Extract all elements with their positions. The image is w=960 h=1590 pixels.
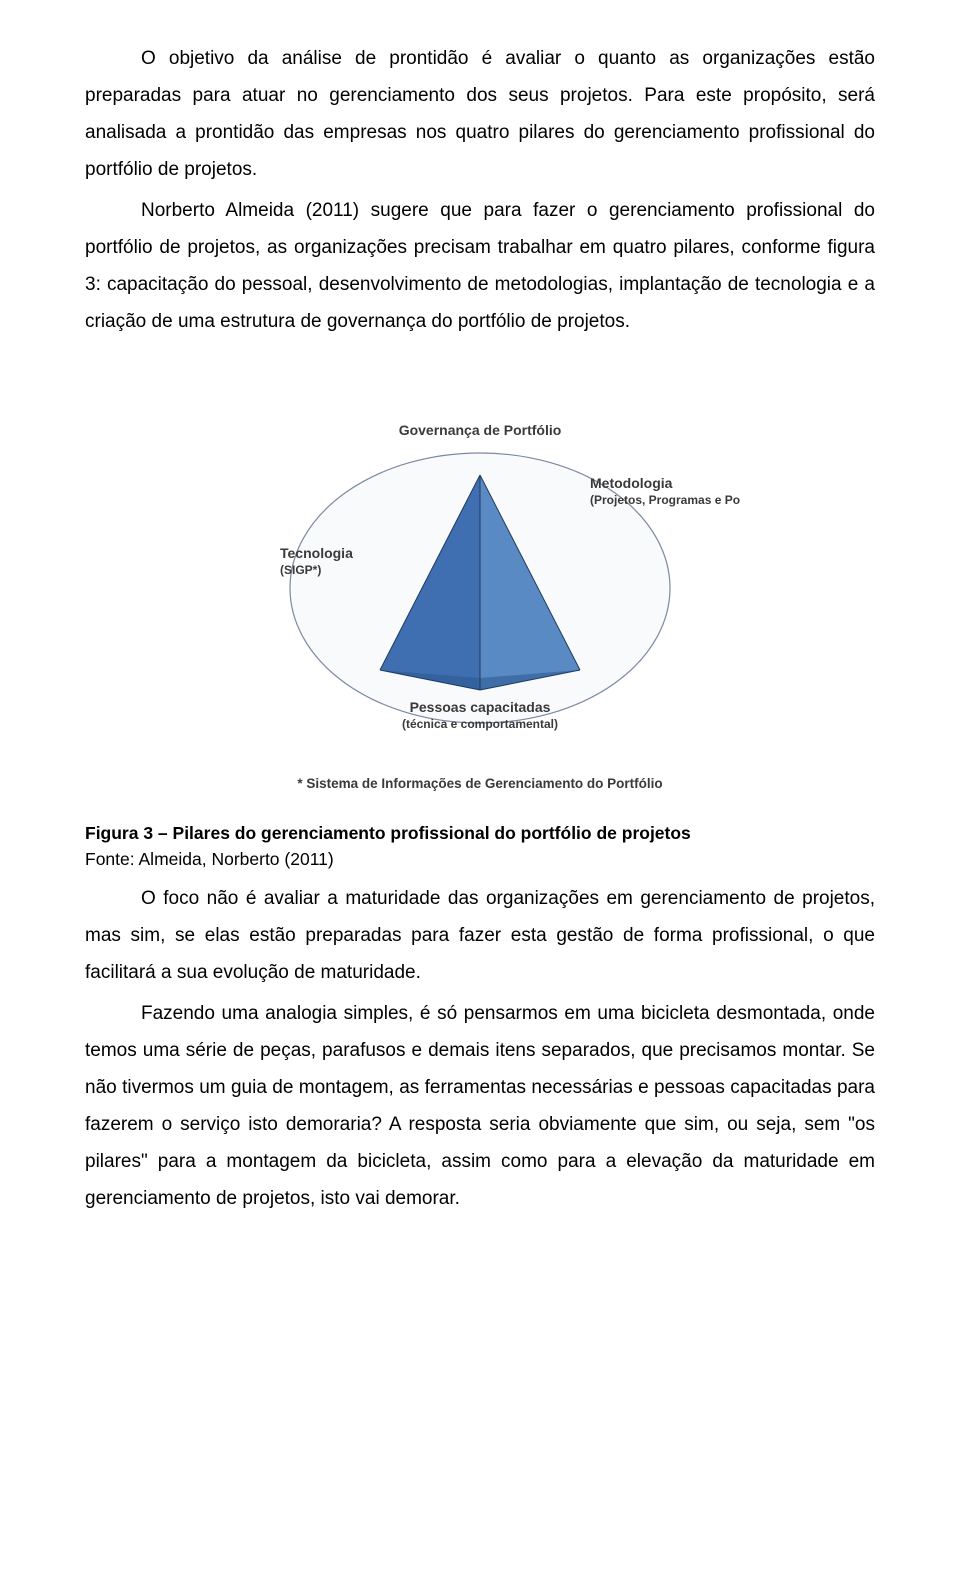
- figure-source: Fonte: Almeida, Norberto (2011): [85, 849, 875, 870]
- label-pessoas: Pessoas capacitadas: [410, 699, 551, 715]
- label-tecnologia-sub: (SIGP*): [280, 563, 321, 577]
- paragraph-3: O foco não é avaliar a maturidade das or…: [85, 880, 875, 991]
- label-metodologia-sub: (Projetos, Programas e Portfólio): [590, 493, 740, 507]
- figure-caption-bold: Figura 3 – Pilares do gerenciamento prof…: [85, 823, 691, 843]
- paragraph-2: Norberto Almeida (2011) sugere que para …: [85, 192, 875, 340]
- pillars-diagram-svg: Governança de Portfólio Metodologia (Pro…: [220, 380, 740, 760]
- paragraph-1: O objetivo da análise de prontidão é ava…: [85, 40, 875, 188]
- label-governanca: Governança de Portfólio: [399, 422, 562, 438]
- figure-3-diagram: Governança de Portfólio Metodologia (Pro…: [85, 380, 875, 791]
- label-tecnologia: Tecnologia: [280, 545, 353, 561]
- diagram-footnote: * Sistema de Informações de Gerenciament…: [297, 776, 662, 791]
- paragraph-4: Fazendo uma analogia simples, é só pensa…: [85, 995, 875, 1217]
- figure-caption: Figura 3 – Pilares do gerenciamento prof…: [85, 821, 875, 846]
- label-metodologia: Metodologia: [590, 475, 673, 491]
- label-pessoas-sub: (técnica e comportamental): [402, 717, 558, 731]
